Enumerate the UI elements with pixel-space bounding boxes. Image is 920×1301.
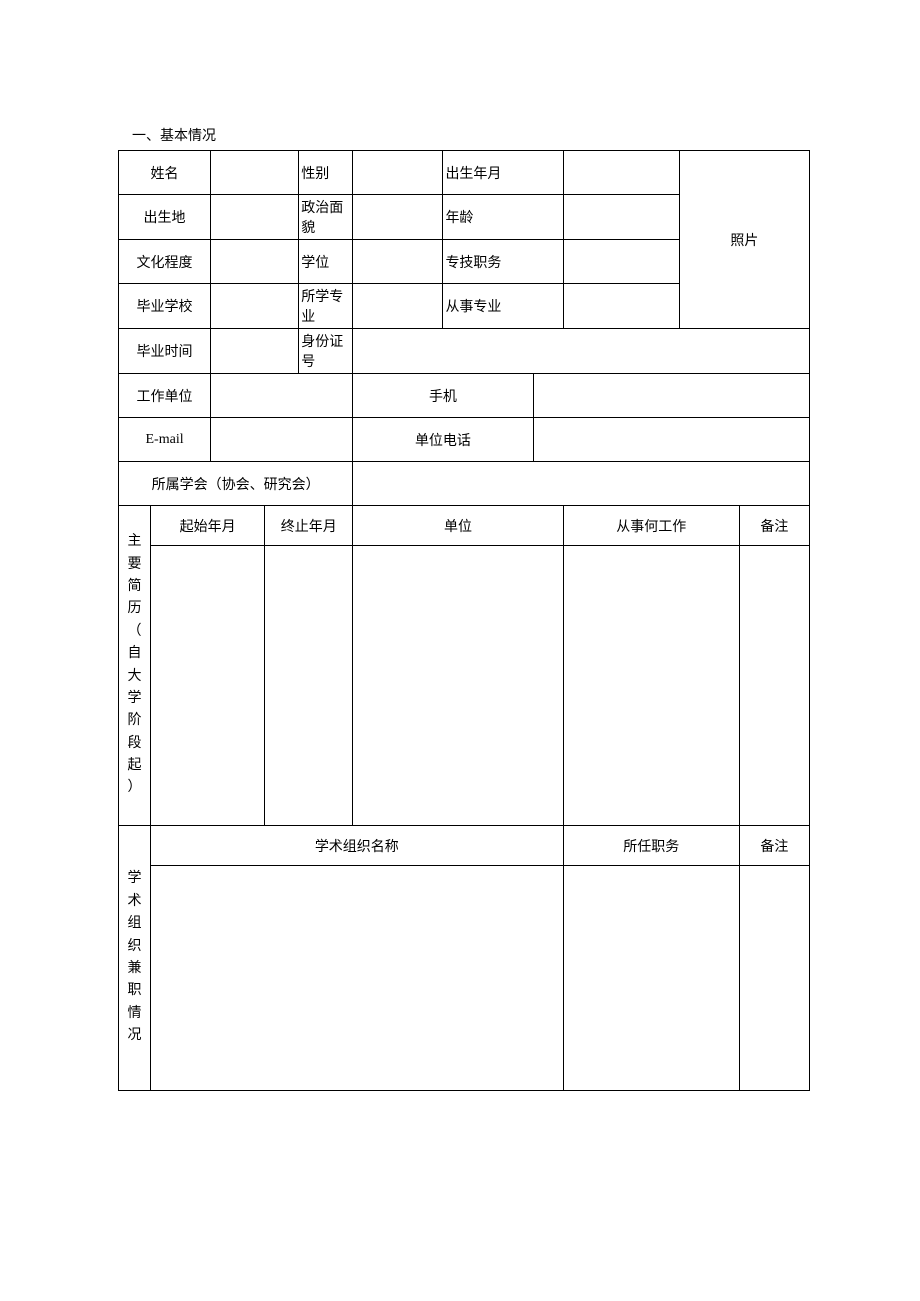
label-name: 姓名 — [119, 151, 211, 195]
label-org-remark: 备注 — [739, 826, 809, 866]
value-unit-phone — [533, 418, 809, 462]
label-education: 文化程度 — [119, 240, 211, 284]
label-resume-start: 起始年月 — [151, 506, 265, 546]
value-resume-unit — [353, 546, 563, 826]
label-major-studied: 所学专业 — [299, 284, 353, 329]
value-resume-remark — [739, 546, 809, 826]
value-age — [563, 195, 679, 240]
label-degree: 学位 — [299, 240, 353, 284]
label-work-unit: 工作单位 — [119, 374, 211, 418]
label-org-title: 学术组织兼职情况 — [119, 826, 151, 1091]
label-birth-date: 出生年月 — [443, 151, 563, 195]
value-society — [353, 462, 810, 506]
value-resume-start — [151, 546, 265, 826]
value-grad-school — [211, 284, 299, 329]
value-birthplace — [211, 195, 299, 240]
value-grad-time — [211, 329, 299, 374]
label-resume-title: 主要简历（自大学阶段起） — [119, 506, 151, 826]
label-grad-time: 毕业时间 — [119, 329, 211, 374]
value-education — [211, 240, 299, 284]
label-political-status: 政治面貌 — [299, 195, 353, 240]
label-photo: 照片 — [679, 151, 809, 329]
label-tech-position: 专技职务 — [443, 240, 563, 284]
label-resume-remark: 备注 — [739, 506, 809, 546]
value-birth-date — [563, 151, 679, 195]
label-major-engaged: 从事专业 — [443, 284, 563, 329]
label-id-number: 身份证号 — [299, 329, 353, 374]
label-org-name: 学术组织名称 — [151, 826, 564, 866]
label-society: 所属学会（协会、研究会） — [119, 462, 353, 506]
label-grad-school: 毕业学校 — [119, 284, 211, 329]
value-gender — [353, 151, 443, 195]
value-org-remark — [739, 866, 809, 1091]
value-degree — [353, 240, 443, 284]
value-mobile — [533, 374, 809, 418]
label-email: E-mail — [119, 418, 211, 462]
value-political-status — [353, 195, 443, 240]
label-unit-phone: 单位电话 — [353, 418, 533, 462]
value-resume-work — [563, 546, 739, 826]
value-name — [211, 151, 299, 195]
value-work-unit — [211, 374, 353, 418]
value-tech-position — [563, 240, 679, 284]
label-mobile: 手机 — [353, 374, 533, 418]
value-org-position — [563, 866, 739, 1091]
label-gender: 性别 — [299, 151, 353, 195]
basic-info-table: 姓名 性别 出生年月 照片 出生地 政治面貌 年龄 文化程度 学位 专技职务 毕… — [118, 150, 810, 1091]
value-resume-end — [265, 546, 353, 826]
label-resume-end: 终止年月 — [265, 506, 353, 546]
value-email — [211, 418, 353, 462]
section-title: 一、基本情况 — [118, 125, 810, 145]
value-org-name — [151, 866, 564, 1091]
label-age: 年龄 — [443, 195, 563, 240]
label-birthplace: 出生地 — [119, 195, 211, 240]
value-major-engaged — [563, 284, 679, 329]
value-major-studied — [353, 284, 443, 329]
label-org-position: 所任职务 — [563, 826, 739, 866]
label-resume-work: 从事何工作 — [563, 506, 739, 546]
value-id-number — [353, 329, 810, 374]
label-resume-unit: 单位 — [353, 506, 563, 546]
